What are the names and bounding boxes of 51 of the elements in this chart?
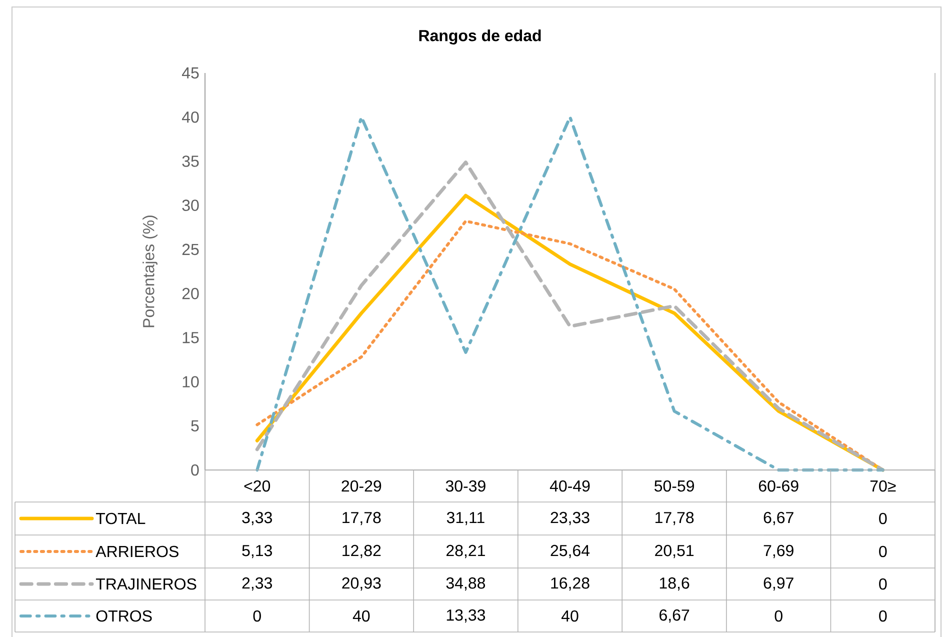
legend-label: TOTAL <box>96 512 146 524</box>
y-tick-label: 0 <box>191 464 199 476</box>
data-label: 20,51 <box>655 544 694 558</box>
y-tick-label: 5 <box>191 420 199 432</box>
data-label: 12,82 <box>342 544 381 558</box>
legend-label: TRAJINEROS <box>96 578 196 590</box>
data-label: 3,33 <box>242 512 272 526</box>
x-tick-label: <20 <box>244 480 270 492</box>
y-tick-label: 15 <box>182 332 199 344</box>
data-label: 13,33 <box>446 609 486 623</box>
y-tick-label: 10 <box>182 376 199 388</box>
data-label: 34,88 <box>446 577 486 591</box>
data-label: 20,93 <box>342 577 381 591</box>
data-label: 0 <box>774 610 782 622</box>
data-label: 25,64 <box>550 544 590 558</box>
data-label: 6,67 <box>764 512 794 526</box>
x-tick-label: 50-59 <box>654 480 694 492</box>
data-label: 0 <box>879 546 887 558</box>
x-tick-label: 40-49 <box>550 480 590 492</box>
data-label: 5,13 <box>242 544 272 558</box>
legend-label: ARRIEROS <box>96 546 178 558</box>
y-tick-label: 20 <box>182 288 199 300</box>
data-label: 16,28 <box>551 577 590 591</box>
y-tick-label: 40 <box>182 111 199 123</box>
data-label: 2,33 <box>242 577 272 591</box>
chart-title: Rangos de edad <box>419 30 541 44</box>
data-label: 18,6 <box>660 577 690 591</box>
data-label: 0 <box>253 610 261 622</box>
data-label: 6,67 <box>660 609 690 623</box>
y-tick-label: 35 <box>182 156 199 167</box>
x-tick-label: 60-69 <box>758 480 798 492</box>
data-label: 28,21 <box>446 544 485 558</box>
data-label: 31,11 <box>446 512 484 526</box>
y-tick-label: 25 <box>182 244 199 256</box>
data-label: 23,33 <box>550 512 590 526</box>
x-tick-label: 30-39 <box>446 480 486 492</box>
data-label: 6,97 <box>764 577 794 591</box>
data-label: 7,69 <box>764 544 794 558</box>
data-label: 0 <box>879 610 887 622</box>
y-tick-label: 30 <box>182 200 199 211</box>
legend-label: OTROS <box>96 610 152 622</box>
x-tick-label: 20-29 <box>342 480 382 492</box>
x-tick-label: 70≥ <box>870 480 896 492</box>
data-label: 0 <box>879 578 887 590</box>
data-label: 0 <box>879 512 887 524</box>
data-label: 40 <box>561 610 578 622</box>
data-label: 40 <box>352 610 370 622</box>
data-label: 17,78 <box>342 512 381 526</box>
y-axis-title: Porcentajes (%) <box>142 216 158 328</box>
data-label: 17,78 <box>656 512 694 526</box>
y-tick-label: 45 <box>182 67 199 79</box>
